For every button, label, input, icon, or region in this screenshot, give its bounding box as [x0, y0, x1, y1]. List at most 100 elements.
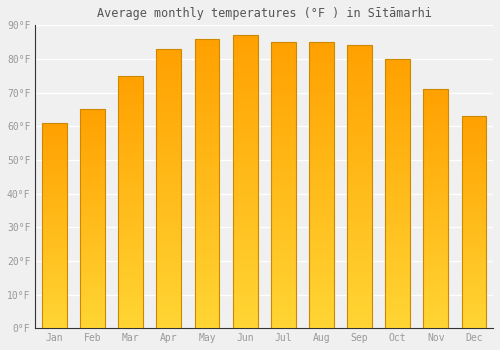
Bar	[42, 208, 67, 210]
Bar	[462, 238, 486, 241]
Bar	[42, 167, 67, 169]
Bar	[386, 197, 410, 200]
Bar	[386, 119, 410, 123]
Bar	[462, 257, 486, 259]
Bar	[309, 310, 334, 314]
Bar	[42, 123, 67, 125]
Bar	[424, 215, 448, 218]
Bar	[462, 265, 486, 267]
Bar	[194, 212, 220, 216]
Bar	[194, 136, 220, 140]
Bar	[80, 298, 105, 301]
Bar	[424, 113, 448, 116]
Bar	[118, 313, 143, 316]
Bar	[462, 283, 486, 286]
Bar	[347, 77, 372, 81]
Bar	[156, 276, 181, 279]
Bar	[232, 288, 258, 292]
Bar	[232, 68, 258, 72]
Bar	[386, 113, 410, 116]
Bar	[156, 157, 181, 161]
Bar	[271, 53, 295, 56]
Bar	[309, 217, 334, 221]
Bar	[156, 175, 181, 178]
Bar	[347, 120, 372, 123]
Bar	[386, 234, 410, 237]
Bar	[347, 141, 372, 145]
Bar	[309, 267, 334, 271]
Bar	[156, 255, 181, 258]
Bar	[424, 307, 448, 310]
Bar	[386, 244, 410, 247]
Bar	[309, 156, 334, 160]
Bar	[309, 60, 334, 64]
Bar	[156, 91, 181, 94]
Bar	[42, 238, 67, 241]
Bar	[232, 145, 258, 149]
Bar	[424, 155, 448, 158]
Bar	[156, 63, 181, 66]
Bar	[462, 326, 486, 328]
Bar	[118, 208, 143, 211]
Bar	[271, 300, 295, 303]
Bar	[80, 161, 105, 164]
Bar	[271, 121, 295, 124]
Bar	[424, 233, 448, 236]
Bar	[309, 300, 334, 303]
Bar	[271, 153, 295, 156]
Bar	[118, 284, 143, 287]
Bar	[462, 262, 486, 265]
Bar	[194, 50, 220, 53]
Bar	[386, 241, 410, 244]
Bar	[232, 204, 258, 208]
Bar	[194, 122, 220, 126]
Bar	[347, 102, 372, 106]
Bar	[232, 255, 258, 259]
Bar	[271, 82, 295, 85]
Bar	[386, 231, 410, 234]
Bar	[194, 241, 220, 245]
Bar	[232, 240, 258, 244]
Bar	[309, 142, 334, 146]
Bar	[386, 183, 410, 187]
Bar	[386, 321, 410, 325]
Bar	[194, 278, 220, 281]
Bar	[424, 164, 448, 167]
Bar	[194, 129, 220, 133]
Bar	[194, 256, 220, 259]
Bar	[194, 89, 220, 93]
Bar	[462, 124, 486, 127]
Bar	[118, 218, 143, 221]
Bar	[271, 89, 295, 92]
Bar	[271, 274, 295, 278]
Bar	[80, 254, 105, 257]
Bar	[80, 295, 105, 298]
Bar	[80, 273, 105, 276]
Bar	[232, 229, 258, 233]
Bar	[232, 189, 258, 193]
Bar	[424, 265, 448, 268]
Bar	[232, 153, 258, 156]
Bar	[309, 153, 334, 156]
Bar	[462, 236, 486, 238]
Bar	[232, 292, 258, 295]
Bar	[309, 103, 334, 106]
Bar	[156, 297, 181, 300]
Bar	[118, 76, 143, 79]
Bar	[271, 110, 295, 114]
Bar	[194, 245, 220, 248]
Bar	[80, 252, 105, 254]
Bar	[118, 278, 143, 281]
Bar	[424, 128, 448, 131]
Bar	[309, 71, 334, 74]
Bar	[424, 241, 448, 245]
Bar	[194, 53, 220, 57]
Bar	[156, 321, 181, 325]
Bar	[118, 294, 143, 297]
Bar	[80, 126, 105, 128]
Bar	[42, 292, 67, 295]
Bar	[386, 278, 410, 281]
Bar	[80, 128, 105, 131]
Bar	[42, 298, 67, 300]
Bar	[118, 164, 143, 167]
